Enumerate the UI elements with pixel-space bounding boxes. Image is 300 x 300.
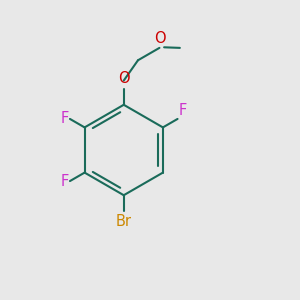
Text: O: O (118, 71, 130, 86)
Text: Br: Br (116, 214, 132, 230)
Text: F: F (60, 174, 68, 189)
Text: O: O (154, 32, 165, 46)
Text: F: F (60, 111, 68, 126)
Text: F: F (179, 103, 187, 118)
